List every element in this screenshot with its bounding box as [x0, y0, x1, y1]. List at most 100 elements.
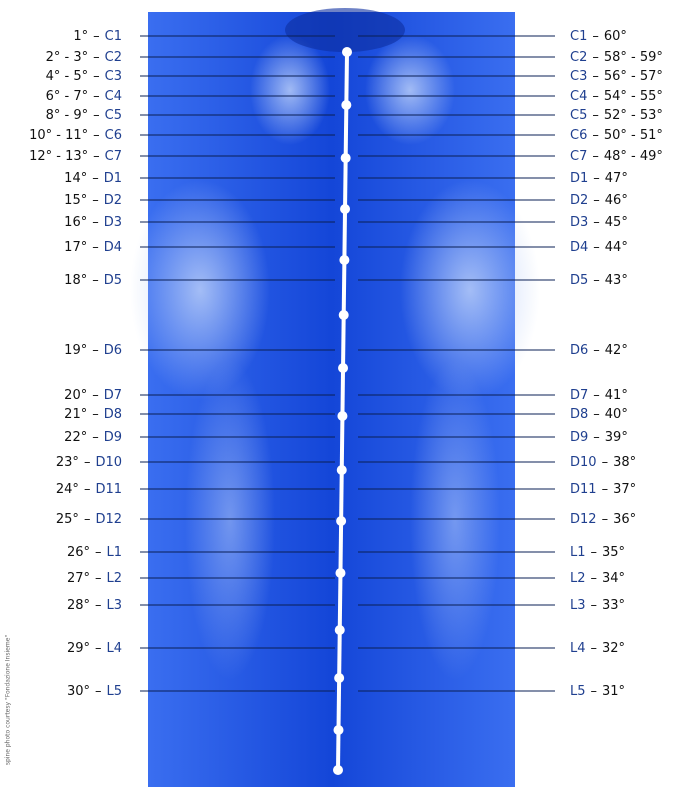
- right-degree: 56° - 57°: [604, 69, 663, 84]
- vertebra: C5: [105, 108, 122, 123]
- left-label: 12° - 13° – C7: [29, 149, 122, 164]
- right-label: C2–58° - 59°: [570, 50, 663, 65]
- right-degree: 58° - 59°: [604, 50, 663, 65]
- vertebra: L3: [570, 598, 586, 613]
- vertebra: D2: [104, 193, 122, 208]
- separator: –: [592, 149, 599, 164]
- left-label: 16° – D3: [64, 215, 122, 230]
- spine-dot: [336, 516, 347, 526]
- right-label: C7–48° - 49°: [570, 149, 663, 164]
- left-degree: 28°: [67, 598, 90, 613]
- vertebra: D9: [104, 430, 122, 445]
- separator: –: [592, 69, 599, 84]
- right-degree: 43°: [605, 273, 628, 288]
- spine-dot: [337, 411, 348, 421]
- right-degree: 46°: [605, 193, 628, 208]
- photo: [130, 8, 540, 787]
- right-degree: 40°: [605, 407, 628, 422]
- spine-dot: [340, 153, 351, 163]
- left-label: 20° – D7: [64, 388, 122, 403]
- credit: spine photo courtesy "Fondazione Insieme…: [5, 635, 12, 766]
- left-label: 15° – D2: [64, 193, 122, 208]
- vertebra: L3: [106, 598, 122, 613]
- separator: –: [95, 598, 102, 613]
- right-label: D12–36°: [570, 512, 636, 527]
- vertebra: C3: [105, 69, 122, 84]
- separator: –: [593, 215, 600, 230]
- vertebra: D12: [570, 512, 597, 527]
- separator: –: [602, 455, 609, 470]
- left-label: 29° – L4: [67, 641, 122, 656]
- separator: –: [93, 149, 100, 164]
- separator: –: [84, 455, 91, 470]
- vertebra: L5: [106, 684, 122, 699]
- left-degree: 4° - 5°: [46, 69, 89, 84]
- left-label: 26° – L1: [67, 545, 122, 560]
- right-label: D1–47°: [570, 171, 628, 186]
- vertebra: D4: [570, 240, 588, 255]
- right-label: D8–40°: [570, 407, 628, 422]
- left-label: 8° - 9° – C5: [46, 108, 122, 123]
- right-degree: 36°: [613, 512, 636, 527]
- separator: –: [592, 29, 599, 44]
- left-label: 14° – D1: [64, 171, 122, 186]
- left-label: 1° – C1: [73, 29, 122, 44]
- left-label: 17° – D4: [64, 240, 122, 255]
- vertebra: D1: [570, 171, 588, 186]
- right-degree: 35°: [602, 545, 625, 560]
- left-label: 21° – D8: [64, 407, 122, 422]
- right-label: C5–52° - 53°: [570, 108, 663, 123]
- separator: –: [95, 641, 102, 656]
- right-degree: 39°: [605, 430, 628, 445]
- left-label: 2° - 3° – C2: [46, 50, 122, 65]
- right-degree: 50° - 51°: [604, 128, 663, 143]
- separator: –: [93, 89, 100, 104]
- vertebra: L2: [570, 571, 586, 586]
- right-label: D9–39°: [570, 430, 628, 445]
- left-label: 18° – D5: [64, 273, 122, 288]
- spine-dot: [342, 47, 352, 57]
- right-label: L1–35°: [570, 545, 625, 560]
- vertebra: D3: [104, 215, 122, 230]
- left-label: 23° – D10: [56, 455, 122, 470]
- right-label: D2–46°: [570, 193, 628, 208]
- right-degree: 31°: [602, 684, 625, 699]
- left-degree: 1°: [73, 29, 88, 44]
- separator: –: [592, 89, 599, 104]
- left-degree: 6° - 7°: [46, 89, 89, 104]
- separator: –: [93, 29, 100, 44]
- separator: –: [93, 108, 100, 123]
- left-degree: 25°: [56, 512, 79, 527]
- rows: 1° – C1 C1–60°2° - 3° – C2 C2–58° - 59°4° - 5°…: [29, 29, 663, 699]
- left-degree: 8° - 9°: [46, 108, 89, 123]
- separator: –: [592, 128, 599, 143]
- right-degree: 37°: [613, 482, 636, 497]
- left-degree: 14°: [64, 171, 87, 186]
- spine-dot: [340, 204, 351, 214]
- spine-dot: [334, 673, 345, 683]
- right-degree: 48° - 49°: [604, 149, 663, 164]
- left-degree: 12° - 13°: [29, 149, 88, 164]
- vertebra: L4: [570, 641, 586, 656]
- left-label: 27° – L2: [67, 571, 122, 586]
- left-degree: 26°: [67, 545, 90, 560]
- vertebra: D10: [570, 455, 597, 470]
- vertebra: D7: [104, 388, 122, 403]
- right-label: D6–42°: [570, 343, 628, 358]
- spine-dot: [339, 255, 350, 265]
- separator: –: [591, 571, 598, 586]
- left-degree: 20°: [64, 388, 87, 403]
- right-label: C3–56° - 57°: [570, 69, 663, 84]
- separator: –: [92, 215, 99, 230]
- separator: –: [92, 171, 99, 186]
- vertebra: C2: [105, 50, 122, 65]
- vertebra: C6: [570, 128, 587, 143]
- left-degree: 29°: [67, 641, 90, 656]
- vertebra: C1: [105, 29, 122, 44]
- right-degree: 47°: [605, 171, 628, 186]
- separator: –: [592, 50, 599, 65]
- right-label: D10–38°: [570, 455, 636, 470]
- vertebra: D12: [95, 512, 122, 527]
- right-label: D11–37°: [570, 482, 636, 497]
- separator: –: [92, 407, 99, 422]
